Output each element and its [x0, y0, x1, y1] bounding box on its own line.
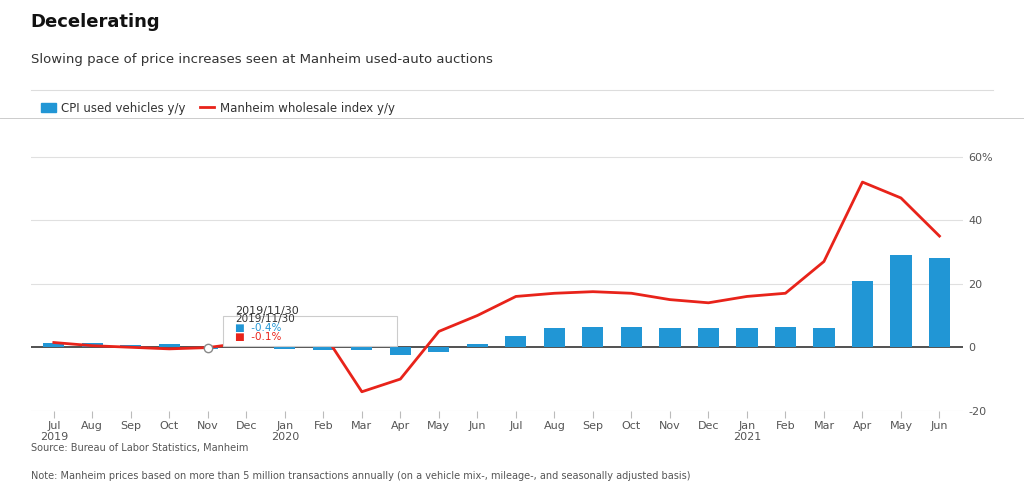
Text: ■  -0.1%: ■ -0.1% — [234, 332, 282, 342]
Text: Note: Manheim prices based on more than 5 million transactions annually (on a ve: Note: Manheim prices based on more than … — [31, 471, 690, 481]
Bar — [697, 328, 719, 347]
Bar — [351, 347, 373, 350]
Text: Source: Bureau of Labor Statistics, Manheim: Source: Bureau of Labor Statistics, Manh… — [31, 443, 248, 453]
Bar — [274, 347, 296, 349]
Bar — [428, 347, 450, 352]
Legend: CPI used vehicles y/y, Manheim wholesale index y/y: CPI used vehicles y/y, Manheim wholesale… — [37, 97, 400, 120]
Text: 2019/11/30: 2019/11/30 — [234, 315, 295, 325]
Bar — [120, 345, 141, 347]
Bar — [659, 328, 681, 347]
Text: Slowing pace of price increases seen at Manheim used-auto auctions: Slowing pace of price increases seen at … — [31, 53, 493, 66]
Bar — [236, 346, 257, 347]
Bar — [544, 328, 565, 347]
Bar — [736, 328, 758, 347]
Bar — [82, 344, 103, 347]
Bar — [198, 347, 218, 349]
Text: Decelerating: Decelerating — [31, 13, 161, 31]
Bar — [159, 344, 180, 347]
Bar — [621, 327, 642, 347]
FancyBboxPatch shape — [223, 316, 396, 346]
Text: ■  -0.4%: ■ -0.4% — [234, 323, 282, 333]
Bar — [43, 343, 65, 347]
Bar — [390, 347, 411, 355]
Bar — [813, 328, 835, 347]
Bar — [467, 344, 488, 347]
Bar — [852, 281, 873, 347]
Bar — [583, 327, 603, 347]
Bar — [312, 347, 334, 351]
Bar — [929, 259, 950, 347]
Bar — [890, 255, 911, 347]
Text: 2019/11/30: 2019/11/30 — [234, 306, 299, 316]
Bar — [505, 336, 526, 347]
Bar — [775, 327, 796, 347]
